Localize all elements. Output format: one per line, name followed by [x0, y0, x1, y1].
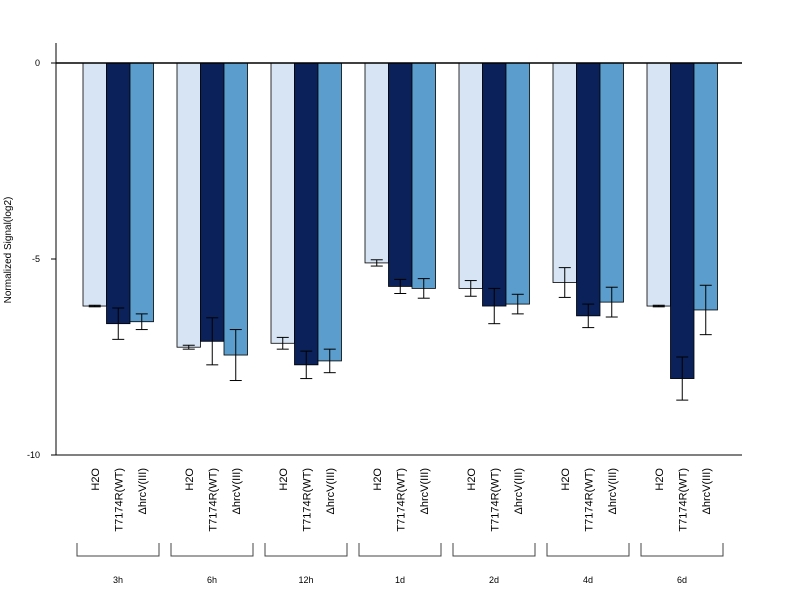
category-label: H2O [654, 468, 666, 491]
category-label: ΔhrcV(III) [419, 468, 431, 514]
bar [693, 62, 718, 311]
group-label: 4d [583, 575, 593, 585]
category-label: ΔhrcV(III) [137, 468, 149, 514]
bar [82, 62, 107, 307]
category-label: ΔhrcV(III) [231, 468, 243, 514]
bar [670, 62, 695, 379]
bar [200, 62, 225, 342]
category-label: H2O [90, 468, 102, 491]
category-label: H2O [372, 468, 384, 491]
category-label: H2O [560, 468, 572, 491]
bar [458, 62, 483, 289]
bar [411, 62, 436, 289]
category-label: ΔhrcV(III) [607, 468, 619, 514]
category-label: H2O [278, 468, 290, 491]
group-bracket [640, 543, 724, 557]
bars-layer [82, 62, 718, 379]
category-label: H2O [466, 468, 478, 491]
group-bracket [264, 543, 348, 557]
category-label: T7174R(WT) [113, 468, 125, 532]
bar [552, 62, 577, 283]
bar [270, 62, 295, 344]
group-label: 6h [207, 575, 217, 585]
category-label: T7174R(WT) [583, 468, 595, 532]
bar [317, 62, 342, 362]
y-tick-label: 0 [35, 58, 40, 68]
bar [599, 62, 624, 303]
y-tick-label: -10 [27, 450, 40, 460]
bar [482, 62, 507, 307]
bar [129, 62, 154, 323]
bar [646, 62, 671, 307]
group-bracket [546, 543, 630, 557]
category-label: T7174R(WT) [207, 468, 219, 532]
category-label: H2O [184, 468, 196, 491]
category-label: T7174R(WT) [395, 468, 407, 532]
bar [388, 62, 413, 287]
group-bracket [76, 543, 160, 557]
category-label: T7174R(WT) [301, 468, 313, 532]
bar [106, 62, 131, 325]
bar [223, 62, 248, 356]
category-label: ΔhrcV(III) [325, 468, 337, 514]
group-label: 6d [677, 575, 687, 585]
category-label: ΔhrcV(III) [701, 468, 713, 514]
y-axis-label: Normalized Signal(log2) [3, 197, 14, 304]
category-label: ΔhrcV(III) [513, 468, 525, 514]
labels-layer: 0 -5 -10 Normalized Signal(log2) H2O T7174R(W… [3, 58, 713, 585]
bar [364, 62, 389, 264]
group-bracket [452, 543, 536, 557]
group-label: 12h [298, 575, 313, 585]
group-bracket [358, 543, 442, 557]
category-label: T7174R(WT) [489, 468, 501, 532]
group-label: 3h [113, 575, 123, 585]
axes-layer [51, 43, 742, 557]
bar [294, 62, 319, 366]
group-bracket [170, 543, 254, 557]
group-label: 2d [489, 575, 499, 585]
bar [176, 62, 201, 348]
bar [576, 62, 601, 317]
y-tick-label: -5 [32, 254, 40, 264]
group-label: 1d [395, 575, 405, 585]
category-label: T7174R(WT) [677, 468, 689, 532]
error-bars-layer [88, 259, 712, 401]
bar [505, 62, 530, 305]
